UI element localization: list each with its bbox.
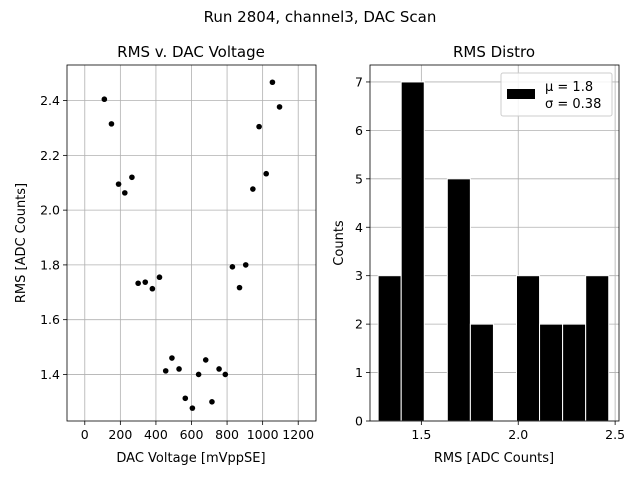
- histogram-bar: [446, 178, 471, 422]
- histogram-x-axis-label: RMS [ADC Counts]: [434, 451, 554, 466]
- histogram-y-tick-label: 0: [355, 414, 363, 429]
- scatter-points: [101, 79, 283, 411]
- scatter-point: [162, 368, 169, 374]
- histogram-bar: [515, 275, 541, 422]
- histogram-legend: μ = 1.8 σ = 0.38: [500, 72, 613, 117]
- histogram-bar: [377, 275, 402, 422]
- scatter-x-tick-label: 1000: [247, 427, 279, 442]
- histogram-axes: 1.5 2.0 2.5 0 1 2 3 4 5 6 7 RMS Distro RMS [ADC Co…: [332, 43, 625, 466]
- histogram-y-axis-label: Counts: [332, 220, 347, 266]
- scatter-y-tick-label: 2.2: [40, 148, 60, 163]
- histogram-title: RMS Distro: [453, 43, 535, 61]
- scatter-x-tick-label: 600: [180, 427, 204, 442]
- scatter-title: RMS v. DAC Voltage: [117, 43, 265, 61]
- scatter-point: [135, 280, 141, 287]
- histogram-y-tick-label: 7: [355, 74, 363, 89]
- scatter-point: [202, 357, 209, 363]
- histogram-y-tick-label: 1: [355, 365, 363, 380]
- scatter-point: [149, 285, 156, 292]
- scatter-point: [209, 399, 215, 405]
- histogram-y-tick-label: 3: [355, 268, 363, 283]
- histogram-x-tick-label: 2.5: [605, 427, 625, 442]
- histogram-bar: [539, 323, 564, 422]
- figure-suptitle: Run 2804, channel3, DAC Scan: [204, 8, 437, 26]
- scatter-x-tick-label: 0: [81, 427, 89, 442]
- histogram-bar: [400, 81, 425, 422]
- scatter-y-tick-label: 1.6: [40, 312, 60, 327]
- histogram-frame: [369, 64, 620, 422]
- scatter-point: [189, 405, 196, 411]
- legend-box: [500, 72, 613, 117]
- scatter-axes: 0 200 400 600 800 1000 12001.41.61.82.02.22.4 …: [14, 43, 317, 466]
- scatter-point: [115, 181, 122, 187]
- scatter-point: [236, 284, 243, 291]
- histogram-bar: [469, 323, 494, 422]
- histogram-ticks: 1.5 2.0 2.5 0 1 2 3 4 5 6 7: [355, 74, 625, 442]
- scatter-point: [108, 121, 115, 127]
- scatter-point: [256, 123, 262, 130]
- histogram-y-tick-label: 4: [355, 220, 363, 235]
- scatter-point: [250, 186, 256, 192]
- scatter-point: [229, 264, 236, 270]
- scatter-point: [269, 79, 276, 86]
- scatter-x-tick-label: 800: [215, 427, 239, 442]
- scatter-grid: [67, 65, 316, 421]
- histogram-bar: [585, 275, 610, 422]
- scatter-point: [156, 274, 163, 281]
- scatter-point: [195, 371, 202, 378]
- scatter-ticks: 0 200 400 600 800 1000 1200 1.4 1.6 1.8 2.0 2.2 2.4: [40, 93, 314, 442]
- legend-sigma-label: σ = 0.38: [545, 97, 601, 112]
- histogram-y-tick-label: 5: [355, 171, 363, 186]
- scatter-x-axis-label: DAC Voltage [mVppSE]: [116, 451, 265, 466]
- scatter-point: [182, 395, 189, 402]
- scatter-y-tick-label: 1.8: [40, 257, 60, 272]
- scatter-x-tick-label: 200: [108, 427, 132, 442]
- scatter-point: [216, 366, 222, 372]
- scatter-point: [169, 355, 175, 361]
- histogram-x-tick-label: 2.0: [508, 427, 528, 442]
- scatter-x-tick-label: 1200: [282, 427, 314, 442]
- scatter-point: [263, 170, 270, 177]
- scatter-y-tick-label: 2.0: [40, 203, 60, 218]
- scatter-point: [129, 174, 135, 181]
- scatter-point: [176, 366, 182, 372]
- scatter-point: [242, 262, 249, 268]
- histogram-bars: [377, 81, 610, 422]
- scatter-point: [122, 190, 128, 196]
- histogram-y-tick-label: 6: [355, 123, 363, 138]
- scatter-y-axis-label: RMS [ADC Counts]: [14, 183, 29, 303]
- scatter-point: [222, 371, 229, 378]
- histogram-x-tick-label: 1.5: [411, 427, 431, 442]
- histogram-bar: [562, 323, 587, 422]
- histogram-y-tick-label: 2: [355, 317, 363, 332]
- legend-mean-label: μ = 1.8: [545, 80, 593, 95]
- scatter-x-tick-label: 400: [144, 427, 168, 442]
- scatter-point: [142, 279, 149, 285]
- scatter-point: [276, 104, 283, 110]
- scatter-point: [101, 96, 108, 103]
- scatter-y-tick-label: 1.4: [40, 367, 60, 382]
- legend-swatch: [507, 89, 535, 99]
- scatter-y-tick-label: 2.4: [40, 93, 60, 108]
